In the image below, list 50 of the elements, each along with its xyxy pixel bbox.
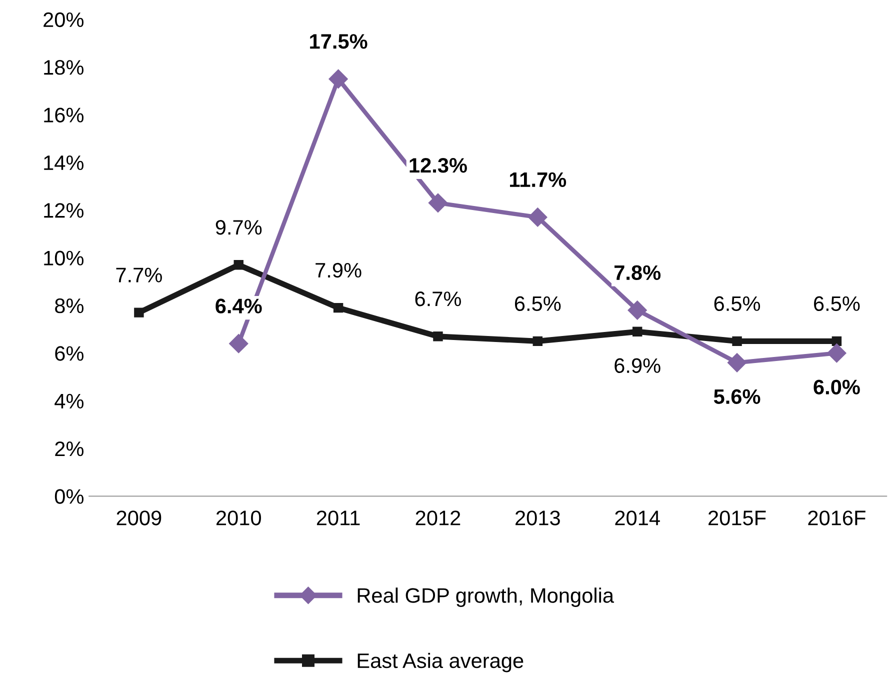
point — [234, 260, 244, 270]
point — [727, 353, 747, 372]
data-label: 17.5% — [310, 34, 368, 49]
point — [433, 332, 443, 342]
data-label: 5.6% — [714, 389, 760, 404]
point — [827, 344, 846, 363]
data-label: 7.9% — [316, 262, 362, 278]
point — [229, 334, 248, 354]
y-tick-label: 8% — [55, 298, 84, 314]
y-tick-label: 0% — [54, 489, 84, 504]
data-label: 6.5% — [814, 296, 860, 312]
x-tick-label: 2011 — [316, 510, 360, 526]
y-tick-label: 4% — [54, 394, 84, 408]
data-label: 11.7% — [510, 172, 566, 188]
y-tick-label: 10% — [44, 250, 84, 266]
x-tick-label: 2013 — [516, 510, 560, 526]
legend-label: Real GDP growth, Mongolia — [358, 588, 614, 607]
x-tick-label: 2010 — [216, 510, 261, 526]
x-tick-label: 2016F — [808, 510, 866, 526]
point — [732, 336, 742, 346]
data-label: 6.5% — [714, 296, 760, 312]
data-label: 6.4% — [216, 298, 262, 314]
x-tick-label: 2014 — [615, 510, 660, 526]
legend-label: East Asia average — [358, 652, 524, 672]
y-tick-label: 12% — [44, 203, 84, 218]
y-tick-label: 18% — [44, 60, 84, 75]
point — [428, 193, 448, 212]
data-label: 7.7% — [116, 268, 162, 282]
point — [134, 308, 144, 318]
x-tick-label: 2015F — [708, 510, 766, 526]
data-label: 6.5% — [514, 296, 561, 312]
data-label: 6.9% — [614, 358, 660, 373]
y-tick-label: 14% — [44, 155, 84, 170]
y-tick-label: 2% — [55, 441, 84, 456]
point — [333, 302, 344, 313]
x-tick-label: 2009 — [116, 510, 162, 526]
data-label: 6.7% — [415, 291, 461, 306]
data-label: 6.0% — [814, 380, 860, 394]
point — [628, 300, 647, 320]
data-label: 7.8% — [614, 265, 661, 280]
point — [532, 336, 543, 346]
y-tick-label: 16% — [44, 108, 84, 122]
y-tick-label: 20% — [44, 12, 84, 28]
data-label: 12.3% — [410, 158, 467, 173]
point — [328, 69, 348, 88]
point — [632, 326, 642, 337]
data-label: 9.7% — [216, 220, 262, 235]
x-tick-label: 2012 — [416, 510, 460, 526]
point — [528, 208, 548, 227]
y-tick-label: 6% — [55, 346, 84, 361]
